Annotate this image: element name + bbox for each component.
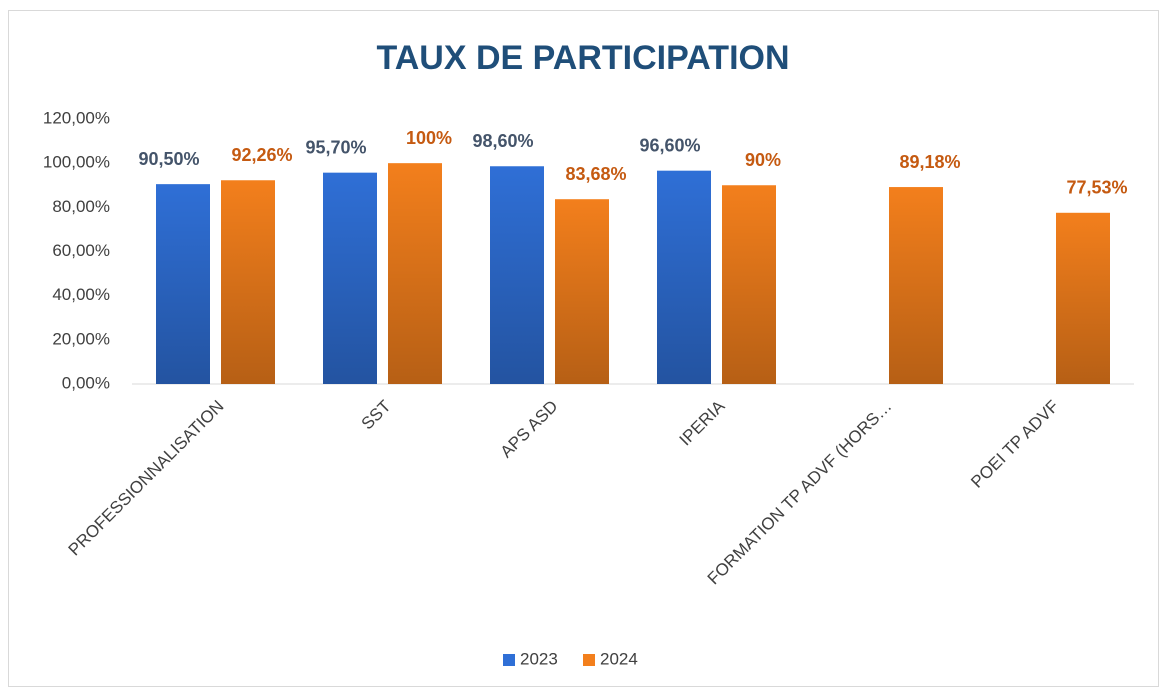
bar-shade: [1056, 212, 1110, 384]
data-label: 89,18%: [899, 152, 960, 172]
data-label: 77,53%: [1066, 178, 1127, 198]
y-tick-label: 120,00%: [43, 108, 110, 127]
legend-label: 2023: [520, 649, 558, 668]
y-tick-label: 80,00%: [52, 197, 110, 216]
bar-shade: [722, 185, 776, 384]
legend-label: 2024: [600, 649, 638, 668]
bar-shade: [555, 199, 609, 384]
bar-shade: [889, 187, 943, 384]
bar-shade: [156, 184, 210, 384]
bar-shade: [323, 172, 377, 384]
y-tick-label: 20,00%: [52, 329, 110, 348]
data-label: 95,70%: [305, 137, 366, 157]
data-label: 90,50%: [138, 149, 199, 169]
bar-shade: [657, 170, 711, 384]
data-label: 100%: [406, 128, 452, 148]
data-label: 90%: [745, 150, 781, 170]
data-label: 83,68%: [565, 164, 626, 184]
chart-title: TAUX DE PARTICIPATION: [376, 39, 789, 77]
bar-shade: [490, 166, 544, 384]
data-label: 92,26%: [231, 145, 292, 165]
y-tick-label: 40,00%: [52, 285, 110, 304]
y-tick-label: 0,00%: [62, 373, 110, 392]
legend-swatch: [583, 654, 595, 666]
y-tick-label: 60,00%: [52, 241, 110, 260]
legend-swatch: [503, 654, 515, 666]
data-label: 98,60%: [472, 131, 533, 151]
bar-shade: [221, 180, 275, 384]
y-tick-label: 100,00%: [43, 153, 110, 172]
data-label: 96,60%: [639, 135, 700, 155]
bar-shade: [388, 163, 442, 384]
